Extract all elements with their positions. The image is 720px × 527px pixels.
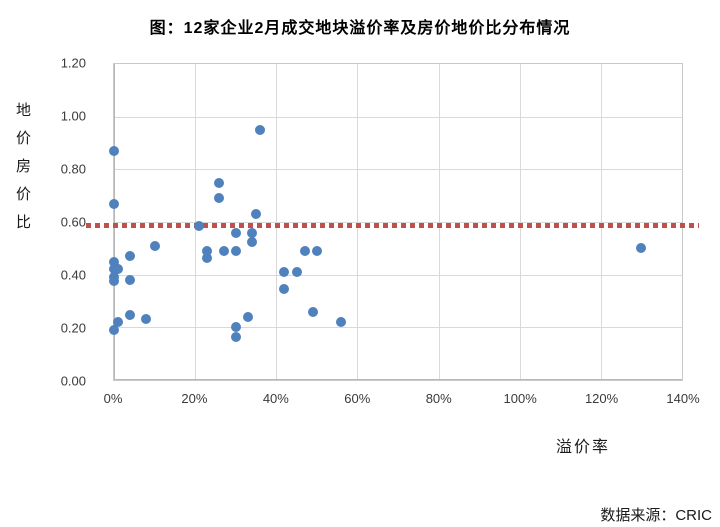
data-point [246, 227, 257, 238]
data-point [202, 245, 213, 256]
data-point [336, 317, 347, 328]
x-tick-label: 60% [344, 391, 371, 406]
data-point [109, 324, 119, 335]
gridline-horizontal [114, 169, 682, 171]
x-tick-label: 100% [503, 391, 537, 406]
y-axis-title: 地价房价比 [15, 102, 31, 231]
data-point [125, 310, 136, 321]
gridline-horizontal [114, 274, 682, 276]
data-point [214, 193, 225, 204]
x-tick-label: 80% [425, 391, 452, 406]
y-tick-label: 0.40 [60, 267, 86, 283]
x-axis-line [114, 379, 682, 380]
data-point [307, 306, 318, 317]
data-point [230, 227, 241, 238]
data-point [125, 251, 136, 262]
x-tick-label: 0% [103, 391, 123, 406]
x-tick-label: 120% [584, 391, 619, 406]
data-point [202, 252, 213, 263]
y-tick-label: 0.20 [60, 320, 86, 336]
data-point [113, 264, 124, 275]
x-tick-label: 40% [262, 391, 289, 406]
x-tick-label: 140% [666, 391, 700, 406]
data-point [230, 322, 241, 333]
data-point [218, 245, 229, 256]
data-point [214, 177, 225, 188]
data-point [279, 284, 290, 295]
data-point [125, 274, 136, 285]
gridline-horizontal [114, 116, 682, 118]
y-tick-label: 1.20 [60, 55, 86, 71]
y-tick-label: 0.80 [60, 161, 86, 177]
data-point [291, 267, 302, 278]
x-axis-tick-labels: 0% 20% 40% 60% 80% 100% 120% 140% [104, 391, 700, 409]
data-point [251, 209, 261, 220]
data-point [246, 236, 257, 247]
plot-area [109, 63, 683, 381]
y-axis-line [114, 64, 115, 380]
data-point [109, 276, 119, 287]
data-point [194, 220, 205, 231]
gridline-horizontal [114, 222, 682, 223]
data-point [255, 124, 266, 135]
data-point [109, 198, 119, 209]
gridline-horizontal [114, 327, 682, 329]
y-axis-tick-labels: 0.00 0.20 0.40 0.60 0.80 1.00 1.20 [38, 56, 86, 389]
y-tick-label: 1.00 [60, 108, 86, 124]
data-point [113, 317, 124, 328]
data-point [149, 240, 160, 251]
data-point [279, 267, 290, 278]
x-axis-title: 溢价率 [556, 439, 611, 456]
data-point [230, 245, 241, 256]
y-tick-label: 0.60 [60, 214, 86, 230]
data-point [141, 314, 152, 325]
data-point [242, 311, 253, 322]
y-tick-label: 0.00 [60, 373, 86, 389]
data-point [299, 245, 310, 256]
data-point [109, 145, 119, 156]
data-point [311, 245, 322, 256]
reference-dashed-line [86, 223, 699, 228]
chart-title: 图：12家企业2月成交地块溢价率及房价地价比分布情况 [149, 20, 571, 37]
data-point [109, 256, 119, 267]
data-point [636, 243, 647, 254]
data-source-note: 数据来源：CRIC [600, 507, 712, 524]
x-tick-label: 20% [181, 391, 208, 406]
data-point [230, 331, 241, 342]
